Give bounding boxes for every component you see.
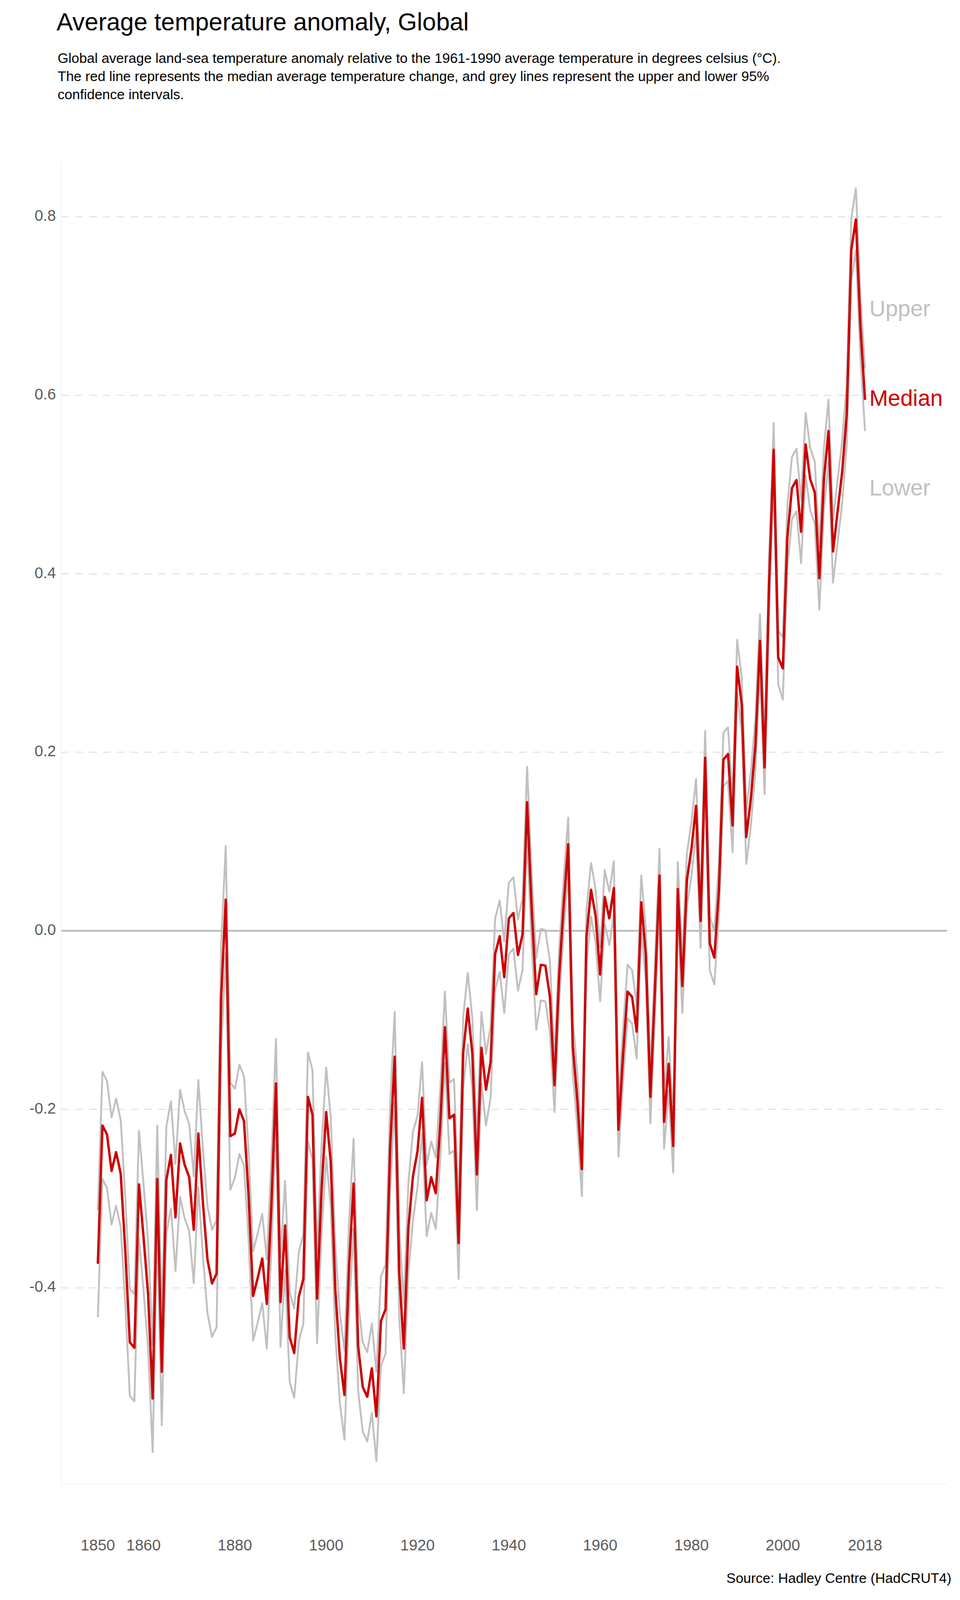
series-line — [97, 219, 865, 1416]
subtitle-line: The red line represents the median avera… — [57, 67, 781, 86]
grid-line — [61, 1108, 948, 1110]
x-tick-label: 1850 — [80, 1536, 116, 1554]
chart-title: Average temperature anomaly, Global — [56, 7, 469, 37]
series-group — [97, 188, 865, 1462]
chart: -0.4 -0.2 0.0 0.2 0.4 0.6 0.8 1850 1860 1880 1900 1… — [0, 0, 960, 1600]
x-tick-label: 1960 — [582, 1536, 618, 1554]
x-tick-label: 2018 — [848, 1536, 883, 1554]
y-tick-label: 0.2 — [34, 742, 56, 760]
source-note: Source: Hadley Centre (HadCRUT4) — [726, 1570, 952, 1587]
series-label: Median — [869, 385, 943, 411]
grid-line — [61, 573, 948, 575]
y-tick-label: 0.6 — [34, 385, 56, 403]
y-tick-label: 0.4 — [34, 564, 56, 582]
grid-line — [61, 1287, 948, 1289]
y-tick-label: 0.0 — [34, 921, 56, 939]
x-tick-label: 2000 — [765, 1536, 801, 1554]
grid-line — [61, 752, 948, 754]
y-tick-label: 0.8 — [34, 206, 56, 224]
grid-line — [61, 216, 948, 218]
x-tick-label: 1860 — [126, 1536, 162, 1554]
subtitle-line: Global average land-sea temperature anom… — [57, 49, 781, 68]
grid-line — [61, 394, 948, 396]
x-axis-line — [61, 1484, 948, 1485]
y-axis-line — [61, 163, 62, 1485]
x-tick-label: 1880 — [217, 1536, 253, 1554]
x-tick-label: 1940 — [491, 1536, 527, 1554]
x-tick-label: 1920 — [400, 1536, 436, 1554]
series-label: Lower — [869, 475, 931, 501]
y-tick-label: -0.4 — [29, 1277, 56, 1295]
series-line — [97, 188, 865, 1372]
x-tick-label: 1980 — [674, 1536, 709, 1554]
x-tick-label: 1900 — [308, 1536, 344, 1554]
subtitle: Global average land-sea temperature anom… — [57, 49, 781, 104]
y-tick-label: -0.2 — [29, 1099, 56, 1117]
series-label: Upper — [869, 296, 931, 322]
subtitle-line: confidence intervals. — [57, 85, 781, 104]
